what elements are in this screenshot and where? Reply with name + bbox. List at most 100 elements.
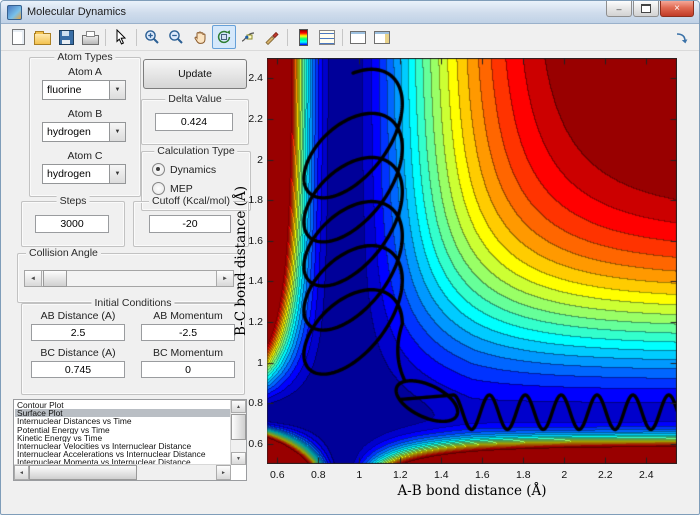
chevron-down-icon[interactable]: ▼ [109,165,125,183]
x-tick-label: 1.8 [515,469,531,481]
radio-icon[interactable] [152,163,165,176]
dock-arrow-icon [676,32,687,43]
new-file-button[interactable] [6,25,30,49]
list-item[interactable]: Contour Plot [17,401,64,410]
scroll-right-icon[interactable]: ► [216,465,231,480]
bc-distance-input[interactable] [31,361,125,378]
bc-momentum-input[interactable] [141,361,235,378]
insert-colorbar-button[interactable] [291,25,315,49]
x-tick-label: 2 [561,469,568,481]
list-item[interactable]: Internuclear Momenta vs Internuclear Dis… [17,458,191,464]
atom-b-label: Atom B [67,108,103,120]
dynamics-radio[interactable]: Dynamics [152,163,216,176]
list-item[interactable]: Internuclear Distances vs Time [17,417,132,426]
minimize-button[interactable]: – [606,1,632,17]
save-button[interactable] [54,25,78,49]
slider-right-arrow-icon[interactable]: ► [216,271,233,286]
open-file-button[interactable] [30,25,54,49]
close-icon: × [674,3,680,14]
delta-value-input[interactable] [155,113,233,131]
toolbar-separator [287,28,288,46]
collision-angle-slider[interactable]: ◄ ► [24,270,234,287]
horizontal-scroll-thumb[interactable] [29,465,137,480]
x-tick-label: 1.2 [392,469,408,481]
brush-data-button[interactable] [260,25,284,49]
scroll-down-icon[interactable]: ▼ [231,452,246,465]
figure-panel: A-B bond distance (Å) B-C bond distance … [233,51,699,513]
scroll-up-icon[interactable]: ▲ [231,400,246,413]
y-tick-label: 2.2 [248,112,263,125]
vertical-scrollbar[interactable]: ▲ ▼ [230,400,246,465]
cutoff-input[interactable] [149,215,231,233]
atom-a-select[interactable]: fluorine ▼ [42,80,126,100]
calculation-type-group: Calculation Type Dynamics MEP [141,145,251,211]
toolbar-separator [105,28,106,46]
list-item[interactable]: Surface Plot [15,409,230,418]
dock-figure-button[interactable] [669,25,693,49]
initial-conditions-group: Initial Conditions AB Distance (A) AB Mo… [21,297,245,395]
list-item[interactable]: Internuclear Velocities vs Internuclear … [17,442,192,451]
y-tick-label: 1.2 [248,315,263,328]
bc-distance-label: BC Distance (A) [40,347,116,359]
list-item[interactable]: Kinetic Energy vs Time [17,433,103,443]
mep-radio[interactable]: MEP [152,182,193,195]
atom-c-select[interactable]: hydrogen ▼ [42,164,126,184]
slider-thumb[interactable] [43,270,67,287]
y-tick-label: 1.4 [248,275,263,288]
slider-left-arrow-icon[interactable]: ◄ [25,271,42,286]
chevron-down-icon[interactable]: ▼ [109,123,125,141]
chevron-down-icon[interactable]: ▼ [109,81,125,99]
dynamics-radio-label: Dynamics [170,163,217,176]
maximize-icon [641,4,651,13]
rotate-3d-button[interactable] [212,25,236,49]
x-tick-label: 1.6 [474,469,490,481]
steps-input[interactable] [35,215,109,233]
window-title: Molecular Dynamics [27,6,127,18]
print-button[interactable] [78,25,102,49]
hide-plot-tools-button[interactable] [346,25,370,49]
plot-type-listbox[interactable]: Contour Plot Surface Plot Internuclear D… [13,399,247,481]
scroll-left-icon[interactable]: ◄ [14,465,29,480]
zoom-in-button[interactable] [140,25,164,49]
horizontal-scrollbar[interactable]: ◄ ► [14,464,231,480]
mep-radio-label: MEP [170,182,193,195]
close-button[interactable]: × [660,1,694,17]
app-icon [7,4,22,20]
bc-momentum-label: BC Momentum [152,347,224,359]
ab-distance-input[interactable] [31,324,125,341]
maximize-button[interactable] [633,1,659,17]
potential-surface-plot[interactable] [267,58,677,464]
save-floppy-icon [58,29,74,45]
pointer-arrow-icon [116,29,127,45]
list-item[interactable]: Potential Energy vs Time [17,425,110,434]
x-tick-label: 2.2 [597,469,613,481]
pan-hand-icon [194,31,206,44]
show-plot-tools-icon [374,30,390,44]
collision-angle-group: Collision Angle ◄ ► [17,247,241,303]
radio-icon[interactable] [152,182,165,195]
atom-c-value: hydrogen [47,168,91,180]
insert-legend-button[interactable] [315,25,339,49]
titlebar[interactable]: Molecular Dynamics – × [1,1,699,24]
data-cursor-button[interactable] [236,25,260,49]
update-button[interactable]: Update [143,59,247,89]
y-tick-label: 2 [257,153,263,166]
show-plot-tools-button[interactable] [370,25,394,49]
edit-plot-pointer-button[interactable] [109,25,133,49]
window-controls: – × [605,1,694,17]
ab-momentum-label: AB Momentum [153,310,223,322]
toolbar-separator [136,28,137,46]
list-item[interactable]: Internuclear Accelerations vs Internucle… [17,450,206,459]
initial-conditions-legend: Initial Conditions [91,297,175,309]
brush-icon [265,31,279,45]
zoom-out-button[interactable] [164,25,188,49]
initial-conditions-grid: AB Distance (A) AB Momentum BC Distance … [28,310,238,378]
steps-legend: Steps [56,195,90,207]
ab-momentum-input[interactable] [141,324,235,341]
pan-button[interactable] [188,25,212,49]
y-tick-label: 1.6 [248,234,263,247]
vertical-scroll-thumb[interactable] [231,414,246,440]
atom-b-select[interactable]: hydrogen ▼ [42,122,126,142]
zoom-out-icon [169,30,183,44]
